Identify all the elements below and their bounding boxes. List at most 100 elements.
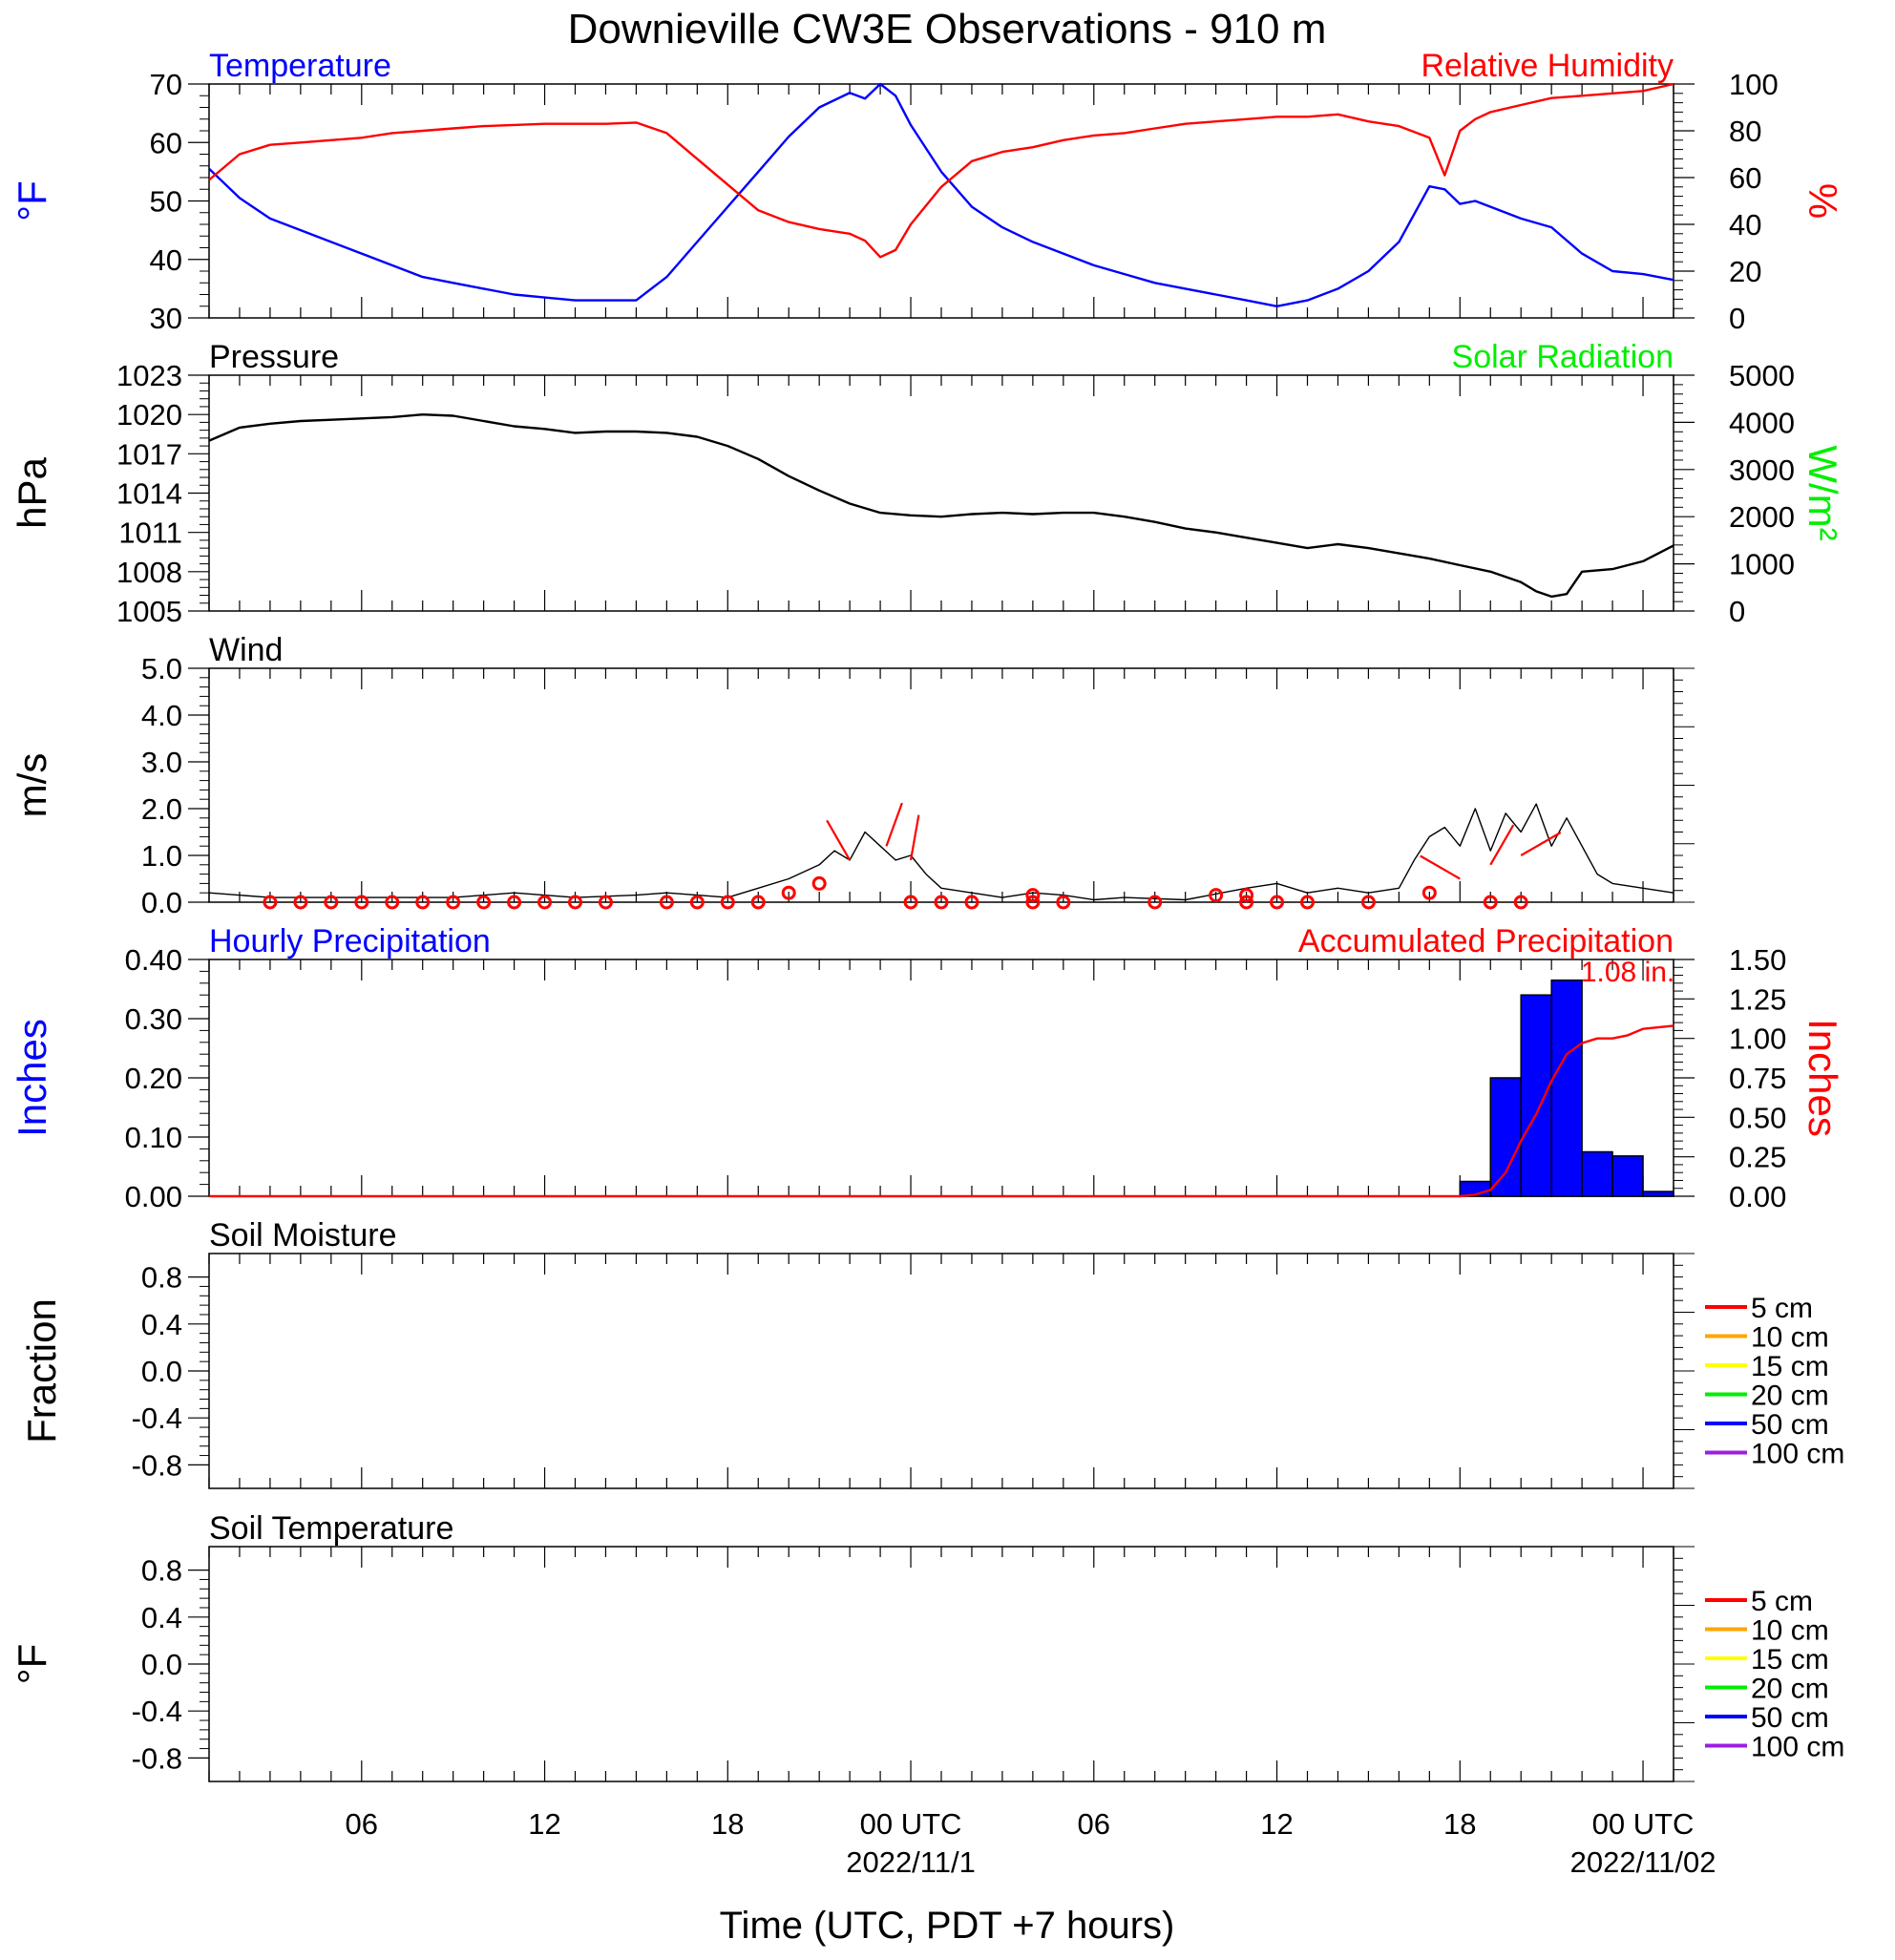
y-axis-label-left: m/s <box>10 753 54 818</box>
y-tick-label-right: 5000 <box>1729 359 1795 392</box>
y-tick-label-left: 0.4 <box>141 1601 182 1634</box>
time-tick-label: 06 <box>346 1807 378 1841</box>
legend-label: 20 cm <box>1751 1380 1829 1412</box>
wind-calm-marker <box>781 885 796 900</box>
y-tick-label-left: 0.00 <box>125 1180 182 1213</box>
time-tick-label: 00 UTC <box>1592 1807 1695 1841</box>
precip-bar <box>1550 979 1583 1197</box>
y-tick-label-right: 1.50 <box>1729 943 1786 977</box>
legend-label: 5 cm <box>1751 1586 1813 1617</box>
y-tick-label-left: 1011 <box>118 516 182 550</box>
y-tick-label-left: -0.8 <box>132 1741 182 1775</box>
y-tick-label-right: 0 <box>1729 595 1745 628</box>
y-tick-label-right: 80 <box>1729 115 1761 148</box>
panel-precip: 0.00 0.10 0.20 0.30 0.40 0.00 0.25 0.50 0.75 1.00… <box>10 923 1845 1213</box>
y-axis-label-left: °F <box>10 1644 54 1684</box>
wind-calm-marker <box>1239 888 1254 903</box>
wind-calm-marker <box>1270 895 1285 910</box>
wind-calm-marker <box>1421 885 1437 900</box>
precip-bar <box>1520 994 1552 1197</box>
y-tick-label-right: 2000 <box>1729 500 1795 534</box>
series-line-pressure <box>208 413 1674 599</box>
wind-calm-marker <box>293 895 308 910</box>
wind-calm-marker <box>750 895 766 910</box>
y-tick-label-right: 0.25 <box>1729 1141 1786 1174</box>
y-tick-label-right: 0.50 <box>1729 1101 1786 1134</box>
y-tick-label-left: 1017 <box>116 437 182 471</box>
y-tick-label-left: 50 <box>150 185 182 219</box>
y-tick-label-left: 0.0 <box>141 1648 182 1681</box>
y-axis-label-left: hPa <box>10 456 54 528</box>
y-tick-label-left: 0.0 <box>141 1355 182 1388</box>
wind-calm-marker <box>964 895 979 910</box>
plot-frame <box>208 1546 1674 1782</box>
precip-total-annotation: 1.08 in. <box>1581 957 1674 988</box>
panel-title-left: Hourly Precipitation <box>209 923 491 959</box>
precip-bar <box>1581 1150 1613 1197</box>
y-tick-label-left: 0.30 <box>125 1002 182 1036</box>
legend-label: 50 cm <box>1751 1409 1829 1441</box>
panel-title-left: Temperature <box>209 48 391 84</box>
y-tick-label-right: 100 <box>1729 68 1779 101</box>
wind-calm-marker <box>1513 895 1528 910</box>
y-tick-label-left: -0.4 <box>132 1402 182 1435</box>
wind-barb <box>885 802 903 847</box>
wind-calm-marker <box>811 875 827 891</box>
legend-label: 10 cm <box>1751 1615 1829 1647</box>
y-tick-label-left: 0.40 <box>125 943 182 977</box>
y-tick-label-left: -0.8 <box>132 1448 182 1482</box>
y-axis-label-right: W/m² <box>1800 445 1845 540</box>
y-tick-label-left: 40 <box>150 243 182 277</box>
time-tick-label: 06 <box>1078 1807 1110 1841</box>
y-tick-label-right: 60 <box>1729 161 1761 195</box>
wind-calm-marker <box>476 895 492 910</box>
wind-calm-marker <box>1209 888 1224 903</box>
y-tick-label-left: -0.4 <box>132 1695 182 1728</box>
panels: 30 40 50 60 70 0 20 40 60 80 100 Temperature Relativ… <box>10 48 1845 1879</box>
wind-calm-marker <box>446 895 461 910</box>
series-line-wind-speed <box>208 803 1674 901</box>
y-tick-label-left: 0.8 <box>141 1554 182 1588</box>
plot-frame <box>208 959 1674 1197</box>
precip-bar <box>1642 1191 1674 1197</box>
wind-barb <box>1489 824 1515 866</box>
y-tick-label-right: 1000 <box>1729 548 1795 581</box>
wind-calm-marker <box>1239 895 1254 910</box>
panel-title-left: Pressure <box>209 339 339 375</box>
wind-barb <box>1520 832 1562 856</box>
wind-calm-marker <box>354 895 369 910</box>
legend-label: 5 cm <box>1751 1293 1813 1324</box>
wind-calm-marker <box>263 895 278 910</box>
y-tick-label-left: 70 <box>150 68 182 101</box>
y-axis-label-left: Fraction <box>19 1298 64 1444</box>
legend-label: 100 cm <box>1751 1732 1844 1763</box>
series-line-accumulated-precipitation <box>209 1024 1674 1198</box>
wind-calm-marker <box>537 895 553 910</box>
panel-pressure: 1005 1008 1011 1014 1017 1020 1023 0 1000 2000 300… <box>10 339 1845 628</box>
series-line-relative-humidity <box>208 82 1674 259</box>
y-tick-label-right: 1.25 <box>1729 982 1786 1016</box>
y-tick-label-right: 40 <box>1729 208 1761 242</box>
y-tick-label-right: 0.75 <box>1729 1062 1786 1095</box>
y-tick-label-right: 0.00 <box>1729 1180 1786 1213</box>
y-tick-label-left: 3.0 <box>141 746 182 779</box>
y-tick-label-left: 0.4 <box>141 1308 182 1341</box>
wind-calm-marker <box>1056 895 1071 910</box>
y-tick-label-left: 30 <box>150 302 182 335</box>
panel-title-right: Relative Humidity <box>1421 48 1674 84</box>
wind-calm-marker <box>1360 895 1376 910</box>
y-tick-label-left: 1.0 <box>141 839 182 873</box>
panel-wind: 0.0 1.0 2.0 3.0 4.0 5.0 Wind m/s <box>10 632 1695 919</box>
panel-title-right: Accumulated Precipitation <box>1298 923 1674 959</box>
y-tick-label-right: 0 <box>1729 302 1745 335</box>
time-tick-label: 12 <box>528 1807 560 1841</box>
wind-calm-marker <box>934 895 949 910</box>
plot-frame <box>208 667 1674 903</box>
wind-calm-marker <box>1300 895 1315 910</box>
wind-calm-marker <box>659 895 674 910</box>
time-tick-label: 12 <box>1260 1807 1293 1841</box>
y-tick-label-left: 1014 <box>116 477 182 511</box>
panel-title-left: Soil Temperature <box>209 1510 453 1547</box>
wind-calm-marker <box>689 895 705 910</box>
